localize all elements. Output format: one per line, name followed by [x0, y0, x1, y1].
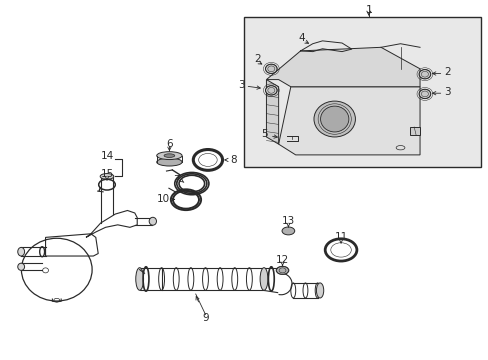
Text: 10: 10	[157, 194, 170, 204]
Text: 14: 14	[100, 150, 113, 161]
Ellipse shape	[265, 86, 277, 95]
Ellipse shape	[418, 89, 430, 99]
Text: 13: 13	[281, 216, 294, 226]
Ellipse shape	[418, 69, 430, 79]
Ellipse shape	[157, 158, 182, 166]
Text: 7: 7	[173, 175, 180, 185]
Text: 11: 11	[334, 232, 347, 242]
Text: 5: 5	[261, 130, 267, 139]
Text: 8: 8	[229, 155, 236, 165]
Ellipse shape	[157, 152, 182, 159]
Text: 3: 3	[444, 87, 450, 97]
Polygon shape	[266, 80, 278, 144]
Ellipse shape	[18, 263, 24, 270]
Polygon shape	[409, 127, 419, 135]
Ellipse shape	[149, 217, 156, 225]
Text: 12: 12	[275, 255, 288, 265]
Ellipse shape	[282, 227, 294, 235]
Ellipse shape	[320, 106, 348, 132]
Text: 2: 2	[254, 54, 261, 64]
Ellipse shape	[260, 268, 267, 290]
Ellipse shape	[276, 266, 288, 274]
Text: 4: 4	[298, 33, 304, 43]
Polygon shape	[278, 87, 419, 155]
Bar	[243, 17, 481, 167]
Ellipse shape	[265, 64, 277, 73]
Ellipse shape	[316, 283, 323, 298]
Text: 3: 3	[237, 80, 244, 90]
Text: 15: 15	[100, 169, 113, 179]
Ellipse shape	[163, 154, 174, 157]
Ellipse shape	[136, 268, 143, 290]
Text: 6: 6	[166, 139, 172, 149]
Text: 1: 1	[365, 5, 371, 15]
Ellipse shape	[100, 174, 114, 179]
Text: 2: 2	[444, 67, 450, 77]
Text: 9: 9	[202, 313, 208, 323]
Ellipse shape	[313, 101, 355, 137]
Polygon shape	[266, 47, 419, 87]
Ellipse shape	[18, 247, 24, 256]
